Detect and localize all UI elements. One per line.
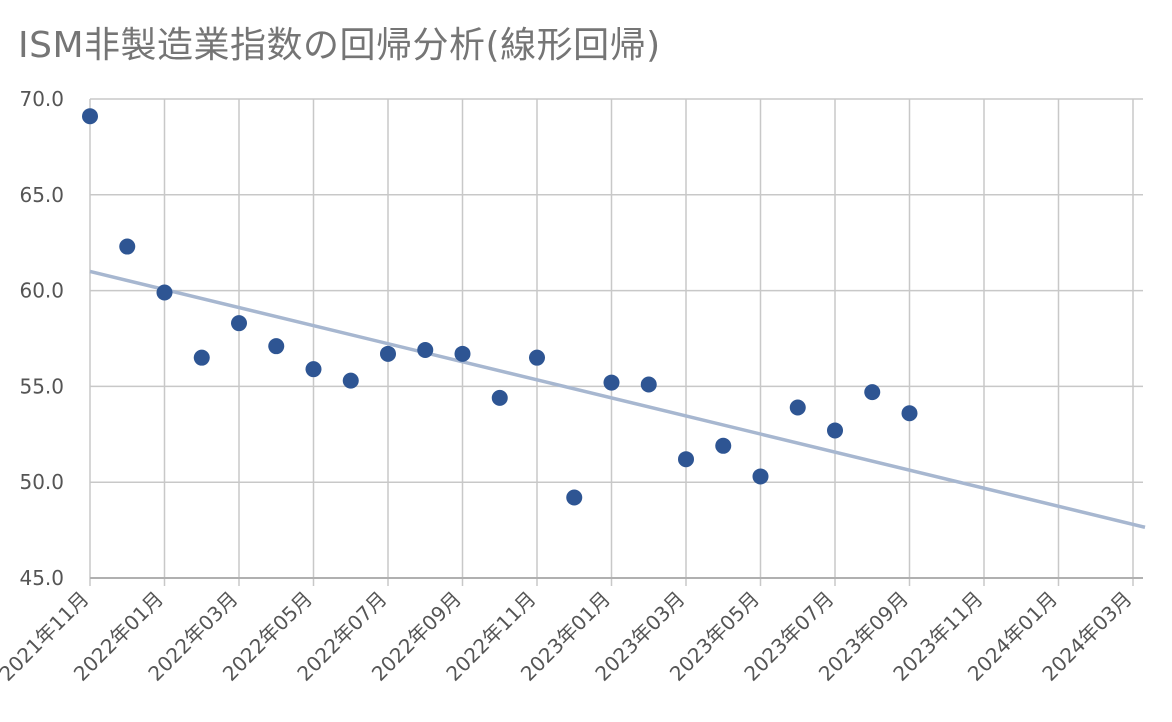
data-point xyxy=(640,376,657,393)
data-point xyxy=(82,108,98,125)
trendline xyxy=(89,269,1146,529)
y-tick-label: 55.0 xyxy=(19,374,64,398)
data-point xyxy=(268,338,285,355)
data-point xyxy=(864,384,881,401)
data-point xyxy=(231,315,247,332)
data-point xyxy=(417,341,434,358)
grid-layer xyxy=(89,98,1143,586)
data-point xyxy=(603,374,620,391)
data-point xyxy=(529,349,545,366)
data-point xyxy=(827,422,843,439)
data-point xyxy=(491,389,508,406)
data-point xyxy=(752,468,769,485)
data-point xyxy=(454,345,471,362)
data-point xyxy=(678,451,694,468)
data-point xyxy=(342,372,359,389)
chart-title: ISM非製造業指数の回帰分析(線形回帰) xyxy=(18,25,661,66)
y-tick-label: 60.0 xyxy=(19,279,64,303)
y-tick-label: 50.0 xyxy=(19,470,64,494)
data-point xyxy=(119,238,136,255)
y-tick-label: 70.0 xyxy=(19,87,64,111)
data-point xyxy=(566,489,583,506)
data-point xyxy=(193,349,210,366)
trend-layer xyxy=(89,269,1146,529)
data-point xyxy=(380,345,396,362)
data-point xyxy=(715,437,732,454)
y-tick-label: 45.0 xyxy=(19,566,64,590)
data-point xyxy=(789,399,806,416)
data-point xyxy=(156,284,173,301)
data-point xyxy=(901,405,918,422)
data-point xyxy=(305,361,322,378)
point-layer xyxy=(82,108,918,506)
y-tick-label: 65.0 xyxy=(19,183,64,207)
